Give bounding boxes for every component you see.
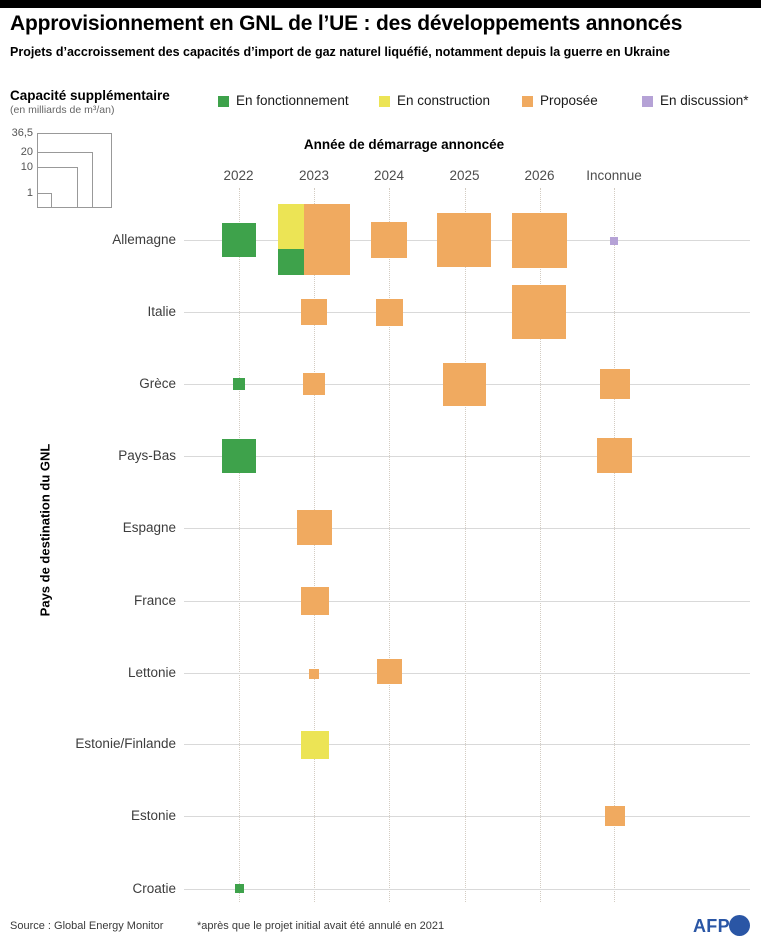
legend-swatch-construction: [379, 96, 390, 107]
chart-mark: [233, 378, 245, 390]
chart-mark: [303, 373, 325, 395]
column-gridline: [389, 188, 390, 902]
size-legend-title: Capacité supplémentaire: [10, 88, 170, 103]
legend-swatch-proposed: [522, 96, 533, 107]
chart-mark: [597, 438, 632, 473]
legend-label: Proposée: [540, 93, 598, 108]
chart-mark: [222, 439, 256, 473]
afp-globe-icon: [729, 915, 750, 936]
column-gridline: [614, 188, 615, 902]
chart-mark: [278, 249, 304, 275]
chart-mark: [512, 213, 567, 268]
column-gridline: [314, 188, 315, 902]
country-label: Croatie: [132, 880, 176, 896]
column-label: 2025: [449, 168, 480, 183]
source-text: Source : Global Energy Monitor: [10, 920, 164, 932]
chart-mark: [377, 659, 402, 684]
chart-mark: [605, 806, 625, 826]
chart-mark: [512, 285, 566, 339]
chart-mark: [600, 369, 630, 399]
chart-mark: [304, 204, 350, 275]
country-label: Estonie/Finlande: [75, 735, 176, 751]
column-label: 2022: [223, 168, 254, 183]
row-gridline: [184, 527, 750, 529]
chart-mark: [301, 731, 329, 759]
country-label: Italie: [147, 304, 176, 319]
country-label: France: [133, 592, 176, 608]
chart-mark: [301, 299, 327, 325]
chart-mark: [376, 299, 403, 326]
chart-mark: [301, 587, 329, 615]
column-gridline: [539, 188, 541, 902]
row-gridline: [184, 455, 750, 457]
country-label: Estonie: [130, 808, 176, 823]
column-label: 2023: [298, 168, 330, 183]
legend-label: En construction: [397, 93, 491, 108]
country-label: Lettonie: [127, 665, 176, 680]
chart-mark: [222, 223, 256, 257]
subtitle: Projets d’accroissement des capacités d’…: [10, 45, 670, 59]
legend-swatch-discussion: [642, 96, 653, 107]
row-gridline: [184, 312, 750, 313]
column-label: 2024: [373, 168, 405, 183]
top-black-bar: [0, 0, 761, 8]
size-legend-rect: [36, 167, 78, 208]
chart-mark: [610, 237, 618, 245]
row-gridline: [184, 743, 750, 745]
legend-label: En discussion*: [660, 93, 749, 108]
chart-mark: [235, 884, 244, 893]
size-legend-unit: (en milliards de m³/an): [10, 104, 115, 116]
row-gridline: [184, 673, 750, 674]
footnote-text: *après que le projet initial avait été a…: [197, 920, 445, 932]
column-label: 2026: [524, 168, 555, 183]
page-title: Approvisionnement en GNL de l’UE : des d…: [10, 12, 683, 35]
row-gridline: [184, 816, 750, 817]
column-label: Inconnue: [586, 168, 642, 183]
chart-mark: [437, 213, 491, 267]
size-legend-rect: [36, 192, 52, 208]
chart-mark: [309, 669, 319, 679]
country-label: Allemagne: [112, 232, 176, 247]
size-legend-label: 1: [26, 186, 33, 199]
column-gridline: [464, 188, 466, 902]
row-gridline: [184, 600, 750, 602]
size-legend-label: 10: [20, 161, 33, 173]
country-label: Pays-Bas: [118, 447, 176, 463]
x-axis-title: Année de démarrage annoncée: [303, 137, 505, 152]
chart-mark: [297, 510, 332, 545]
size-legend-label: 20: [20, 145, 33, 158]
chart-mark: [443, 363, 486, 406]
afp-logo: AFP: [693, 916, 730, 936]
row-gridline: [184, 888, 750, 890]
chart-mark: [278, 204, 304, 249]
legend-swatch-operating: [218, 96, 229, 107]
column-gridline: [238, 188, 240, 902]
chart-mark: [371, 222, 407, 258]
country-label: Grèce: [139, 376, 176, 391]
legend-label: En fonctionnement: [236, 93, 349, 108]
size-legend-label: 36,5: [11, 127, 33, 139]
country-label: Espagne: [122, 519, 176, 535]
